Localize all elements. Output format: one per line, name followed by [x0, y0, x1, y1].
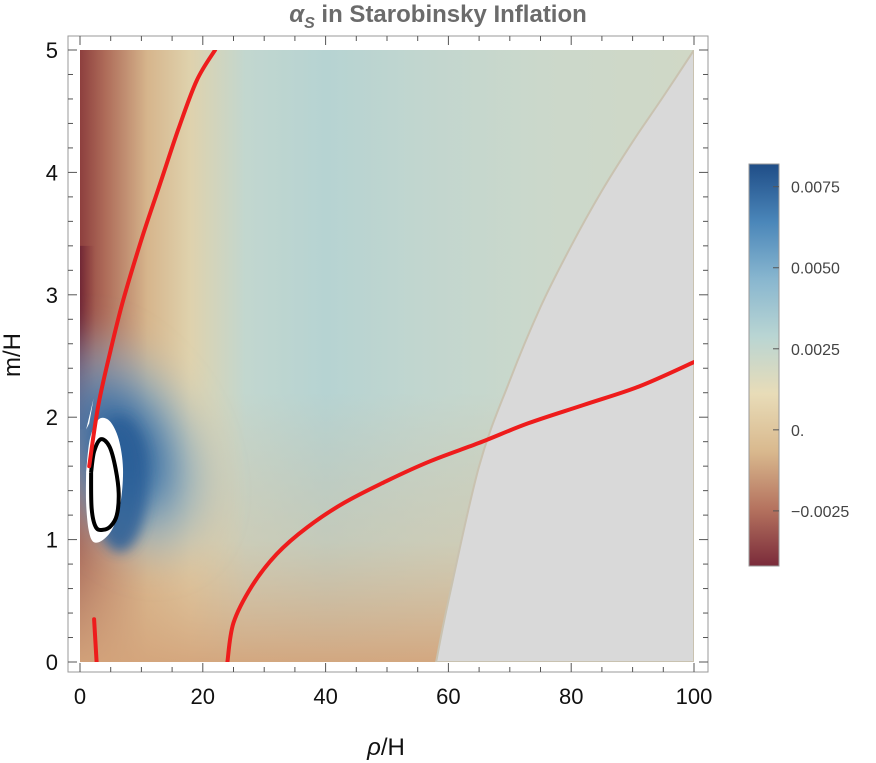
x-tick-label: 100	[676, 684, 713, 709]
y-tick-label: 1	[46, 528, 58, 553]
black-contour	[89, 437, 121, 533]
y-tick-label: 0	[46, 650, 58, 675]
colorbar-tick-label: 0.0025	[791, 342, 840, 359]
plot-frame	[67, 35, 709, 673]
x-axis-label: ρ/H	[366, 734, 405, 761]
title-text: in Starobinsky Inflation	[315, 1, 587, 28]
red-contour-2	[225, 360, 694, 662]
colorbar-tick-label: 0.0075	[791, 180, 840, 197]
colorbar-tick-label: 0.	[791, 423, 804, 440]
title-symbol: α	[289, 1, 305, 28]
y-tick-label: 3	[46, 283, 58, 308]
colorbar-tick-label: 0.0050	[791, 261, 840, 278]
x-axis-label-symbol: ρ	[366, 734, 381, 761]
red-contour-3	[92, 617, 99, 662]
colorbar-tick-label: −0.0025	[791, 504, 849, 521]
y-tick-label: 2	[46, 405, 58, 430]
y-axis-label: m/H	[0, 333, 26, 377]
colorbar: 0.0075 0.0050 0.0025 0. −0.0025	[748, 163, 849, 567]
x-tick-label: 40	[313, 684, 337, 709]
excluded-region	[435, 50, 694, 662]
title-subscript: S	[304, 15, 315, 32]
x-tick-label: 60	[436, 684, 460, 709]
x-axis-label-text: /H	[381, 734, 405, 761]
red-contours	[87, 50, 694, 662]
x-tick-label: 0	[74, 684, 86, 709]
y-tick-label: 5	[46, 38, 58, 63]
x-tick-label: 20	[191, 684, 215, 709]
x-tick-label: 80	[559, 684, 583, 709]
y-tick-label: 4	[46, 160, 58, 185]
chart-title: αS in Starobinsky Inflation	[289, 1, 587, 32]
undefined-notch	[86, 398, 94, 430]
y-axis: 0 1 2 3 4 5	[46, 38, 708, 675]
red-contour-1	[87, 50, 218, 469]
colorbar-bar	[748, 163, 780, 567]
plot-area	[80, 50, 694, 662]
x-axis: 0 20 40 60 80 100	[74, 36, 712, 709]
